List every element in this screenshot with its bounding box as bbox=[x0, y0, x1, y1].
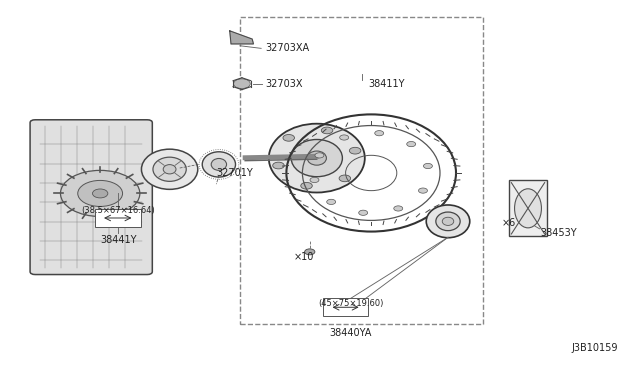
Text: ×6: ×6 bbox=[502, 218, 516, 228]
Ellipse shape bbox=[291, 140, 342, 177]
Circle shape bbox=[310, 177, 319, 183]
Text: (45×75×19.60): (45×75×19.60) bbox=[318, 299, 383, 308]
Circle shape bbox=[326, 199, 335, 205]
Text: 32703XA: 32703XA bbox=[266, 44, 310, 53]
Ellipse shape bbox=[163, 164, 176, 174]
Ellipse shape bbox=[269, 124, 365, 193]
Bar bbox=[509, 180, 547, 236]
Ellipse shape bbox=[307, 151, 326, 165]
Ellipse shape bbox=[442, 217, 454, 225]
Bar bbox=[323, 298, 368, 316]
Text: J3B10159: J3B10159 bbox=[571, 343, 618, 353]
Ellipse shape bbox=[141, 149, 198, 189]
Circle shape bbox=[349, 147, 361, 154]
Circle shape bbox=[375, 131, 384, 136]
Ellipse shape bbox=[426, 205, 470, 238]
Circle shape bbox=[315, 153, 324, 158]
Circle shape bbox=[339, 175, 351, 182]
Ellipse shape bbox=[202, 152, 236, 177]
FancyBboxPatch shape bbox=[30, 120, 152, 275]
Circle shape bbox=[321, 127, 333, 134]
Text: 38411Y: 38411Y bbox=[368, 79, 404, 89]
Text: ×10: ×10 bbox=[294, 252, 314, 262]
Circle shape bbox=[60, 170, 140, 217]
Circle shape bbox=[301, 182, 312, 189]
Circle shape bbox=[419, 188, 428, 193]
Circle shape bbox=[358, 210, 367, 215]
Circle shape bbox=[283, 135, 294, 141]
Polygon shape bbox=[230, 31, 253, 44]
Circle shape bbox=[424, 163, 433, 169]
Ellipse shape bbox=[436, 212, 460, 231]
Circle shape bbox=[340, 135, 349, 140]
Bar bbox=[95, 209, 141, 227]
Circle shape bbox=[78, 180, 123, 206]
Bar bbox=[240, 17, 483, 324]
Circle shape bbox=[273, 162, 284, 169]
Ellipse shape bbox=[211, 158, 227, 170]
Text: 32703X: 32703X bbox=[266, 79, 303, 89]
Ellipse shape bbox=[515, 189, 541, 228]
Text: 38441Y: 38441Y bbox=[100, 235, 137, 245]
Text: 38440YA: 38440YA bbox=[330, 328, 372, 338]
Text: (38.5×67×16.64): (38.5×67×16.64) bbox=[81, 206, 156, 215]
Circle shape bbox=[407, 141, 416, 147]
Circle shape bbox=[92, 189, 108, 198]
Circle shape bbox=[234, 79, 250, 89]
Circle shape bbox=[394, 206, 403, 211]
Text: 32701Y: 32701Y bbox=[216, 168, 253, 178]
Ellipse shape bbox=[153, 157, 186, 182]
Text: 38453Y: 38453Y bbox=[541, 228, 577, 237]
Circle shape bbox=[305, 249, 315, 255]
